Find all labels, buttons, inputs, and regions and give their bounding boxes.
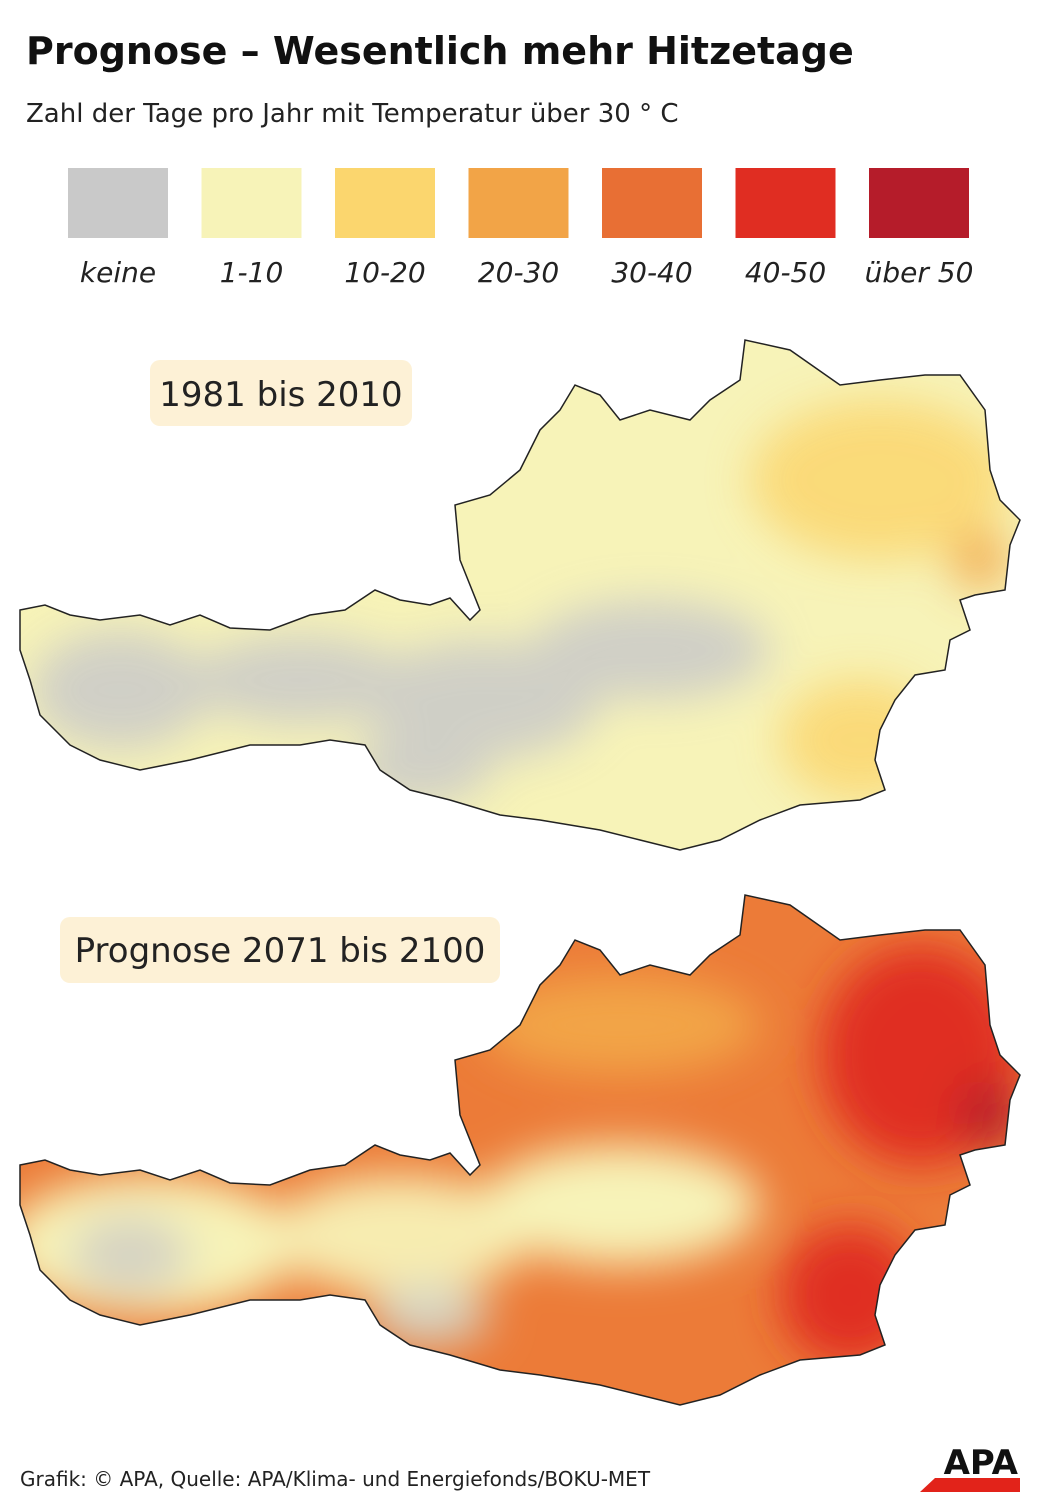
logo-text: APA (944, 1443, 1019, 1483)
legend-label: 20-30 (478, 256, 559, 289)
legend-swatch (68, 168, 168, 238)
legend-label: keine (80, 256, 156, 289)
legend-label: 40-50 (745, 256, 826, 289)
legend-label: 1-10 (220, 256, 284, 289)
legend-label: 10-20 (344, 256, 425, 289)
map-label: 1981 bis 2010 (159, 375, 402, 415)
subtitle: Zahl der Tage pro Jahr mit Temperatur üb… (26, 99, 679, 129)
source: Grafik: © APA, Quelle: APA/Klima- und En… (20, 1467, 651, 1491)
legend-label: 30-40 (611, 256, 692, 289)
legend: keine 1-10 10-20 20-30 30-40 40-50 über 50 (68, 168, 973, 289)
legend-swatch (602, 168, 702, 238)
map-1: 1981 bis 2010 (19, 339, 1021, 851)
legend-label: über 50 (865, 256, 974, 289)
legend-swatch (735, 168, 836, 238)
map-label: Prognose 2071 bis 2100 (75, 931, 486, 971)
legend-swatch (468, 168, 569, 238)
legend-swatch (335, 168, 435, 238)
map-2: Prognose 2071 bis 2100 (19, 894, 1021, 1406)
legend-swatch (869, 168, 969, 238)
logo: APA (920, 1443, 1020, 1492)
legend-swatch (201, 168, 302, 238)
title: Prognose – Wesentlich mehr Hitzetage (26, 29, 854, 73)
